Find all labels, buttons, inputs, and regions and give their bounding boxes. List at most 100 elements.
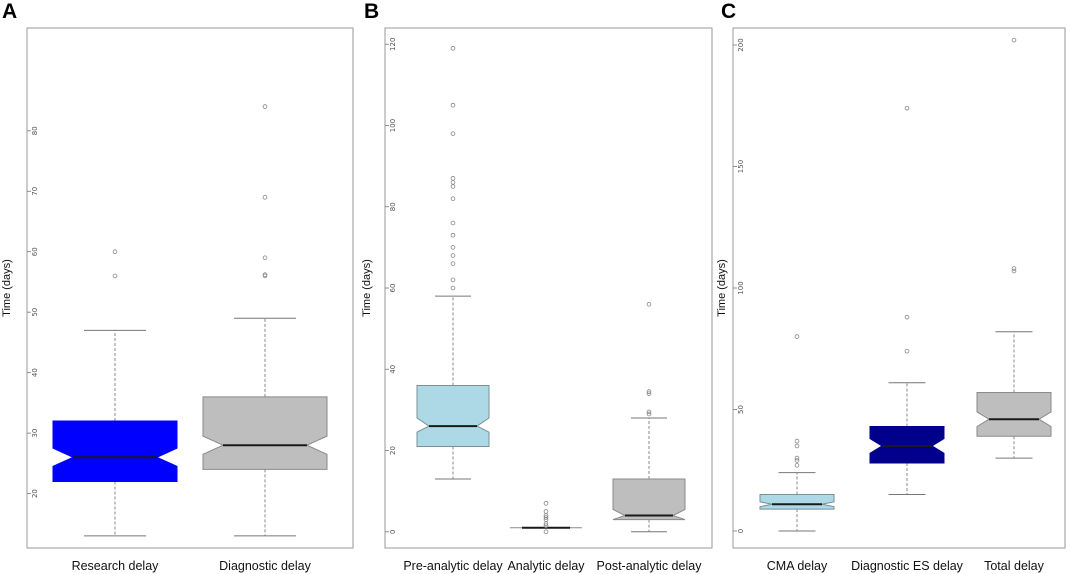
- panel-b-letter: B: [364, 0, 379, 23]
- panel-b-y-axis-label: Time (days): [361, 259, 373, 317]
- panel-a-plot-frame: [26, 27, 354, 549]
- panel-c-diagnostic-es-delay-outlier-point: [904, 105, 910, 111]
- panel-b-y-tick-label: 80: [389, 202, 397, 211]
- panel-a-y-tick-label: 40: [31, 368, 39, 377]
- panel-b-x-label-post-analytic-delay: Post-analytic delay: [597, 559, 703, 573]
- panel-c-cma-delay-outlier-point: [794, 438, 800, 444]
- panel-a-boxes: [52, 104, 328, 537]
- panel-c-total-delay-outlier-point: [1011, 37, 1017, 43]
- panel-b-analytic-delay-box: [510, 501, 582, 535]
- panel-a-diagnostic-delay-outlier-point: [262, 272, 268, 277]
- panel-a-diagnostic-delay-outlier-point: [262, 195, 268, 200]
- panel-b-pre-analytic-delay-outlier-point: [450, 180, 456, 185]
- panel-c-boxes: [759, 37, 1052, 532]
- panel-c-y-tick-label: 100: [737, 281, 745, 294]
- panel-b: B Time (days) Pre-analytic delay Analyti…: [361, 0, 713, 573]
- panel-b-pre-analytic-delay-outlier-point: [450, 261, 456, 266]
- panel-b-post-analytic-delay-outlier-point: [646, 391, 652, 396]
- panel-b-y-tick-label: 60: [389, 284, 397, 293]
- panel-b-pre-analytic-delay-box-body: [416, 385, 490, 447]
- panel-b-post-analytic-delay-outlier-point: [646, 409, 652, 415]
- panel-b-x-label-analytic-delay: Analytic delay: [507, 559, 585, 573]
- panel-c-total-delay-outlier-point: [1011, 268, 1017, 274]
- panel-b-pre-analytic-delay-outlier-point: [450, 285, 456, 291]
- panel-b-analytic-delay-outlier-point: [543, 523, 549, 528]
- panel-b-pre-analytic-delay-outlier-point: [450, 277, 456, 283]
- panel-a-y-tick-label: 50: [31, 308, 39, 317]
- panel-c-x-label-total-delay: Total delay: [984, 559, 1045, 573]
- panel-c-total-delay-box: [976, 37, 1052, 459]
- panel-b-analytic-delay-outlier-point: [543, 515, 549, 520]
- panel-a-y-tick-label: 30: [31, 429, 39, 438]
- panel-a-y-axis-label: Time (days): [1, 259, 13, 317]
- panel-c-letter: C: [721, 0, 736, 23]
- panel-a-y-tick-label: 80: [31, 126, 39, 135]
- panel-c-y-tick-label: 50: [737, 405, 745, 414]
- panel-c-total-delay-outlier-point: [1011, 266, 1017, 271]
- panel-b-pre-analytic-delay-outlier-point: [450, 176, 456, 181]
- panel-b-analytic-delay-outlier-point: [543, 501, 549, 506]
- panel-b-y-tick-label: 0: [389, 530, 397, 534]
- panel-c-cma-delay-box-body: [759, 494, 835, 510]
- panel-b-y-tick-label: 20: [389, 446, 397, 455]
- panel-c-cma-delay-outlier-point: [794, 443, 800, 449]
- panel-c-cma-delay-outlier-point: [794, 458, 800, 463]
- panel-c-diagnostic-es-delay-box: [869, 105, 945, 496]
- panel-a-diagnostic-delay-box-body: [202, 396, 328, 470]
- panel-c: C Time (days) CMA delay Diagnostic ES de…: [716, 0, 1066, 573]
- panel-b-post-analytic-delay-outlier-point: [646, 411, 652, 417]
- panel-b-pre-analytic-delay-outlier-point: [450, 46, 456, 51]
- panel-b-pre-analytic-delay-box: [416, 46, 490, 480]
- panel-b-post-analytic-delay-outlier-point: [646, 389, 652, 394]
- panel-c-cma-delay-outlier-point: [794, 463, 800, 468]
- panel-b-pre-analytic-delay-outlier-point: [450, 232, 456, 238]
- panel-a-y-tick-label: 20: [31, 489, 39, 498]
- panel-b-x-label-pre-analytic-delay: Pre-analytic delay: [403, 559, 503, 573]
- panel-b-y-tick-label: 100: [389, 119, 397, 132]
- panel-c-cma-delay-box: [759, 334, 835, 532]
- panel-c-y-axis: 0 50 100 150 200: [733, 38, 745, 533]
- panel-c-plot-frame: [732, 27, 1066, 549]
- panel-a-research-delay-box-body: [52, 420, 178, 482]
- panel-b-pre-analytic-delay-outlier-point: [450, 184, 456, 189]
- panel-c-cma-delay-outlier-point: [794, 455, 800, 461]
- panel-b-pre-analytic-delay-outlier-point: [450, 131, 456, 136]
- panel-b-pre-analytic-delay-outlier-point: [450, 220, 456, 226]
- panel-a-research-delay-box: [52, 249, 178, 537]
- panel-c-x-label-cma-delay: CMA delay: [767, 559, 828, 573]
- panel-a-x-label-diagnostic-delay: Diagnostic delay: [219, 559, 311, 573]
- panel-b-post-analytic-delay-box: [612, 301, 686, 533]
- panel-a-research-delay-outlier-point: [112, 273, 118, 279]
- panel-a-y-tick-label: 70: [31, 187, 39, 196]
- panel-b-analytic-delay-outlier-point: [543, 529, 549, 535]
- panel-b-y-tick-label: 120: [389, 38, 397, 51]
- panel-c-y-tick-label: 150: [737, 160, 745, 173]
- panel-a-letter: A: [2, 0, 17, 23]
- panel-b-analytic-delay-outlier-point: [543, 509, 549, 514]
- panel-b-pre-analytic-delay-outlier-point: [450, 245, 456, 250]
- panel-b-pre-analytic-delay-outlier-point: [450, 253, 456, 258]
- panel-c-y-tick-label: 0: [737, 529, 745, 533]
- panel-b-boxes: [416, 46, 686, 535]
- panel-c-cma-delay-outlier-point: [794, 334, 800, 339]
- panel-a: A Time (days) Research delay Diagnostic …: [1, 0, 354, 573]
- panel-a-diagnostic-delay-outlier-point: [262, 104, 268, 109]
- panel-c-diagnostic-es-delay-outlier-point: [904, 314, 910, 320]
- panel-c-total-delay-box-body: [976, 391, 1052, 437]
- panel-b-pre-analytic-delay-outlier-point: [450, 102, 456, 108]
- panel-c-diagnostic-es-delay-box-body: [869, 426, 945, 464]
- panel-b-post-analytic-delay-box-body: [612, 478, 686, 521]
- panel-a-x-label-research-delay: Research delay: [72, 559, 160, 573]
- panel-a-research-delay-outlier-point: [112, 249, 118, 255]
- panel-b-y-axis: 0 20 40 60 80 100 120: [385, 38, 397, 534]
- panel-b-y-tick-label: 40: [389, 365, 397, 374]
- panel-a-y-tick-label: 60: [31, 247, 39, 256]
- panel-a-diagnostic-delay-outlier-point: [262, 255, 268, 261]
- panel-c-diagnostic-es-delay-outlier-point: [904, 348, 910, 354]
- panel-a-diagnostic-delay-box: [202, 104, 328, 537]
- panel-b-post-analytic-delay-outlier-point: [646, 301, 652, 307]
- panel-c-x-label-diagnostic-es-delay: Diagnostic ES delay: [851, 559, 964, 573]
- panel-c-y-tick-label: 200: [737, 38, 745, 51]
- panel-a-y-axis: 20 30 40 50 60 70 80: [27, 126, 39, 498]
